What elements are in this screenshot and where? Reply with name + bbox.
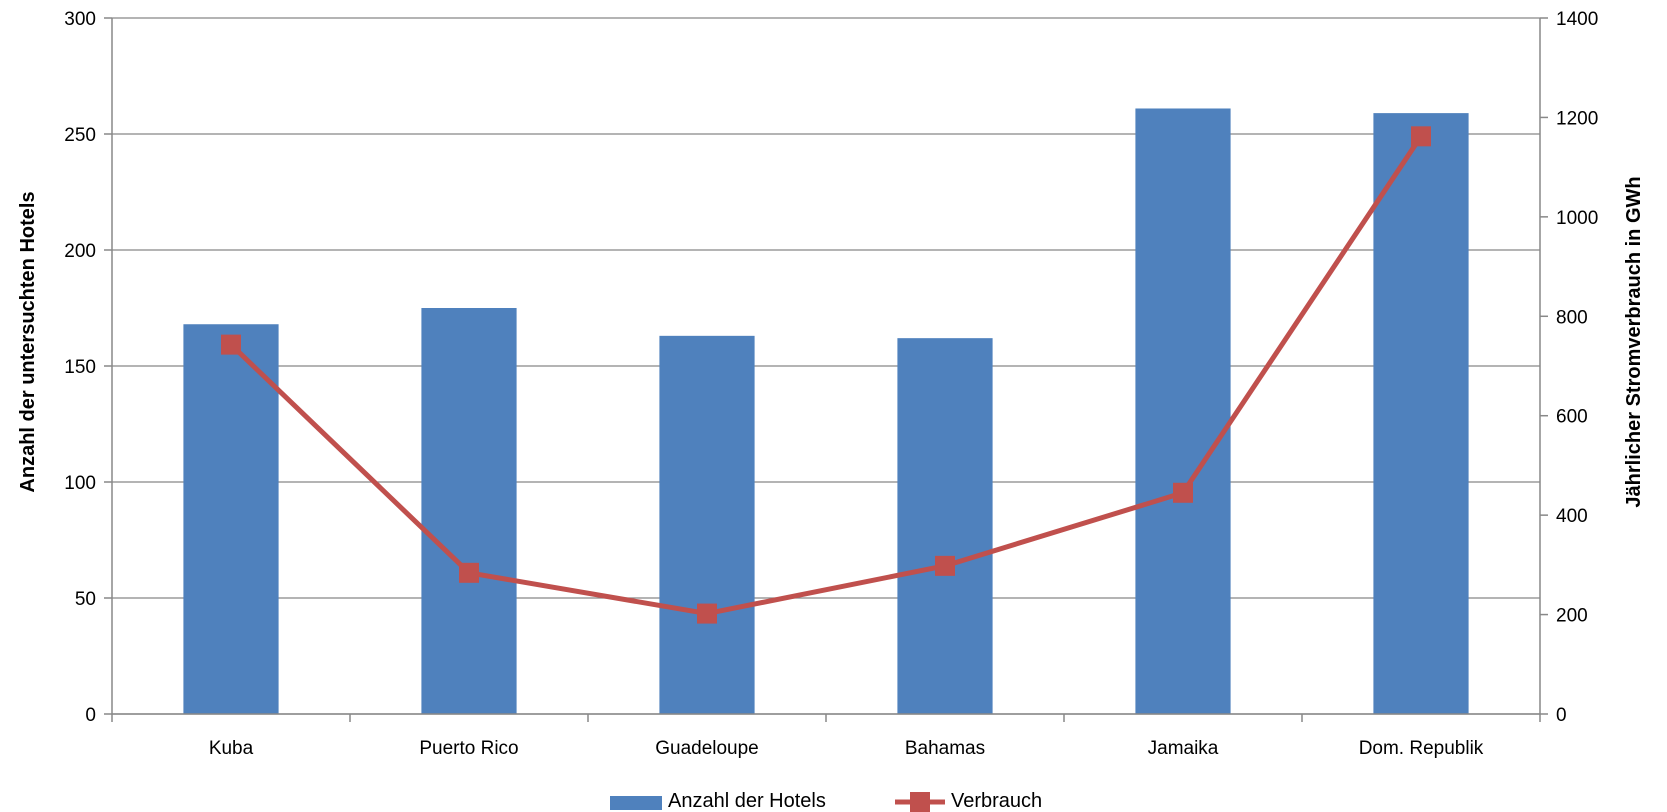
left-tick-label: 150 xyxy=(64,357,96,378)
right-tick-label: 800 xyxy=(1556,307,1588,328)
legend-label-verbrauch: Verbrauch xyxy=(951,790,1042,812)
right-tick-label: 1400 xyxy=(1556,9,1598,30)
left-tick-label: 100 xyxy=(64,473,96,494)
bar-series xyxy=(183,108,1469,715)
category-label: Bahamas xyxy=(905,738,985,759)
right-axis-title: Jährlicher Stromverbrauch in GWh xyxy=(1623,176,1645,507)
left-tick-label: 300 xyxy=(64,9,96,30)
bar xyxy=(1373,113,1469,715)
bar xyxy=(897,338,993,714)
right-tick-label: 0 xyxy=(1556,705,1567,726)
line-point xyxy=(1411,126,1431,147)
legend: Anzahl der Hotels Verbrauch xyxy=(610,790,1042,812)
left-axis-ticks: 0 50 100 150 200 250 300 xyxy=(64,9,96,726)
line-point xyxy=(697,603,717,624)
line-point xyxy=(935,555,955,576)
line-point xyxy=(221,334,241,355)
left-tick-label: 0 xyxy=(85,705,96,726)
bar xyxy=(659,335,755,714)
right-tick-label: 1200 xyxy=(1556,108,1598,129)
category-label: Dom. Republik xyxy=(1359,738,1484,759)
gridlines xyxy=(112,17,1540,715)
right-axis-ticks: 0 200 400 600 800 1000 1200 1400 xyxy=(1556,9,1598,726)
category-label: Puerto Rico xyxy=(419,738,518,759)
right-tick-label: 600 xyxy=(1556,407,1588,428)
right-tick-label: 1000 xyxy=(1556,208,1598,229)
line-point xyxy=(1173,482,1193,503)
bar xyxy=(183,324,279,714)
right-tick-label: 200 xyxy=(1556,606,1588,627)
left-tick-label: 250 xyxy=(64,125,96,146)
line-series xyxy=(221,126,1431,624)
left-tick-label: 200 xyxy=(64,241,96,262)
bar xyxy=(1135,108,1231,715)
bar xyxy=(421,308,517,714)
axes xyxy=(104,17,1548,722)
category-label: Guadeloupe xyxy=(655,738,759,759)
category-label: Jamaika xyxy=(1148,738,1219,759)
legend-label-hotels: Anzahl der Hotels xyxy=(668,790,826,812)
category-axis-ticks: Kuba Puerto Rico Guadeloupe Bahamas Jamaika D… xyxy=(209,738,1484,759)
right-tick-label: 400 xyxy=(1556,506,1588,527)
line-path xyxy=(229,134,1424,617)
line-point xyxy=(459,562,479,583)
left-tick-label: 50 xyxy=(75,589,96,610)
legend-marker-verbrauch xyxy=(910,792,930,812)
category-label: Kuba xyxy=(209,738,254,759)
left-axis-title: Anzahl der untersuchten Hotels xyxy=(17,191,39,492)
legend-swatch-hotels xyxy=(610,796,662,810)
